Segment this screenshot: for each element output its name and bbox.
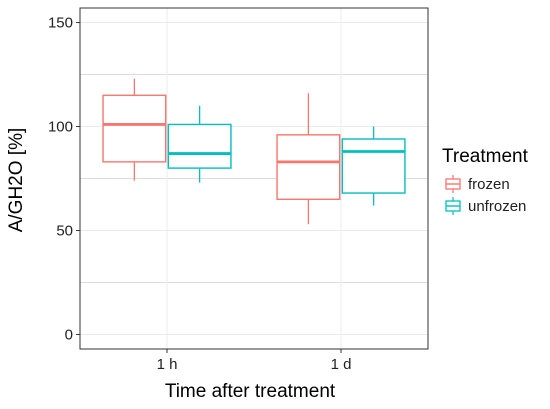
box-iqr <box>167 123 232 169</box>
box-frozen-1h <box>102 78 167 181</box>
grid-lines <box>80 8 428 349</box>
legend-title: Treatment <box>442 146 529 167</box>
x-tick-label: 1 h <box>157 356 178 373</box>
legend-item-frozen: frozen <box>445 175 510 193</box>
legend: Treatment frozen unfrozen <box>442 146 529 215</box>
x-tick-label: 1 d <box>331 356 352 373</box>
box-unfrozen-1d <box>341 126 406 206</box>
x-axis-title: Time after treatment <box>165 381 336 402</box>
y-tick-label: 150 <box>48 15 73 32</box>
box-frozen-1d <box>276 93 341 225</box>
box-unfrozen-1h <box>167 105 232 183</box>
legend-item-unfrozen: unfrozen <box>445 197 526 215</box>
y-tick-label: 100 <box>48 119 73 136</box>
box-iqr <box>276 134 341 200</box>
y-tick-label: 0 <box>65 326 73 343</box>
y-axis-ticks: 0 50 100 150 <box>48 15 80 343</box>
legend-label: frozen <box>468 176 510 193</box>
y-axis-title: A/GH2O [%] <box>6 128 27 233</box>
x-axis-ticks: 1 h 1 d <box>157 349 352 373</box>
boxes <box>102 78 406 225</box>
box-iqr <box>102 94 167 163</box>
legend-label: unfrozen <box>468 198 526 215</box>
box-iqr <box>341 138 406 194</box>
panel-border <box>79 7 429 350</box>
y-tick-label: 50 <box>56 222 73 239</box>
